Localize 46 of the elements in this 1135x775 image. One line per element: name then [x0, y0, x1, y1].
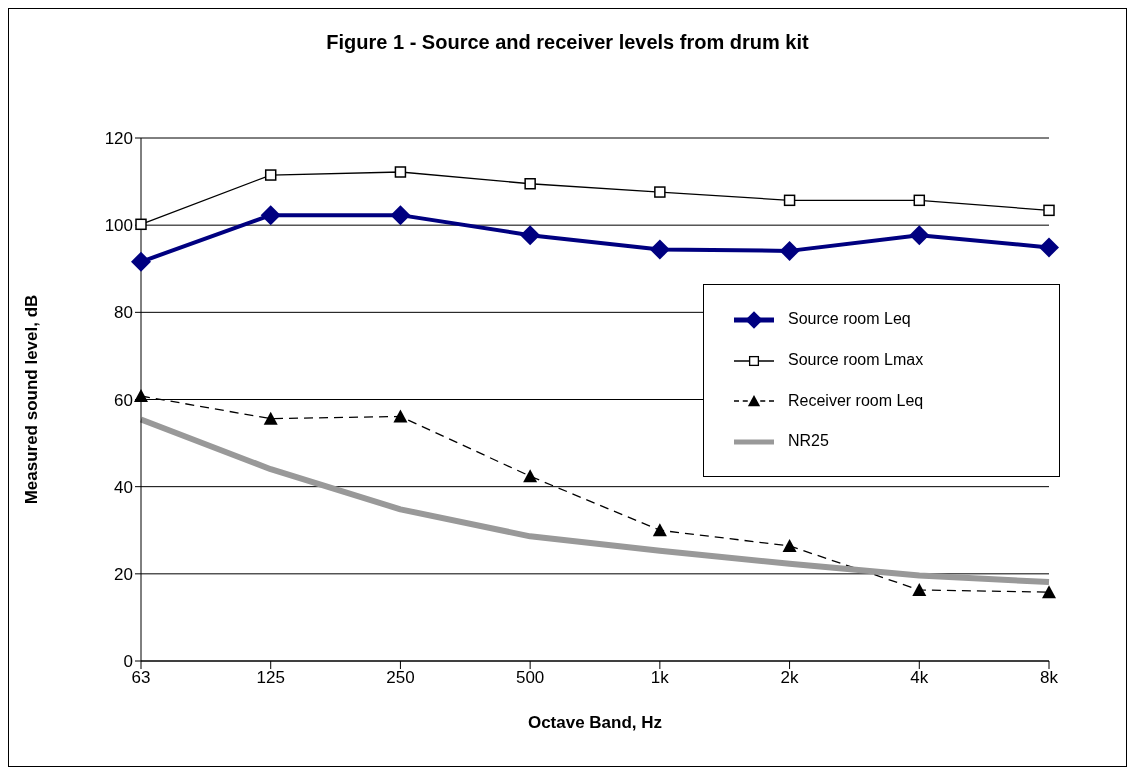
x-tick-label: 2k	[780, 668, 800, 688]
point	[263, 411, 278, 425]
point	[131, 251, 151, 272]
point	[782, 538, 797, 552]
x-tick-label: 500	[515, 668, 545, 688]
point	[649, 239, 670, 260]
point	[520, 225, 541, 246]
y-axis-title: Measured sound level, dB	[22, 294, 42, 505]
point	[135, 218, 147, 231]
x-tick-label: 63	[131, 668, 151, 688]
point	[652, 523, 667, 537]
point	[909, 225, 930, 246]
point	[390, 205, 411, 226]
x-tick-label: 8k	[1040, 668, 1059, 688]
point	[523, 469, 538, 483]
y-tick-label: 120	[104, 129, 133, 149]
point	[779, 240, 800, 261]
y-tick-label: 80	[114, 303, 133, 323]
point	[654, 186, 666, 198]
x-tick-label: 4k	[910, 668, 929, 688]
point	[912, 582, 927, 596]
point	[1042, 585, 1056, 599]
point	[783, 194, 796, 207]
y-tick-label: 0	[123, 652, 133, 672]
point	[264, 169, 277, 181]
legend-label: NR25	[788, 432, 829, 450]
point	[1039, 237, 1059, 258]
point	[393, 409, 408, 423]
x-tick-label: 250	[386, 668, 415, 688]
chart-title: Figure 1 - Source and receiver levels from drum kit	[325, 31, 810, 54]
point	[913, 194, 926, 207]
point	[394, 166, 407, 178]
y-tick-label: 20	[114, 564, 133, 584]
point	[260, 205, 281, 226]
y-tick-label: 100	[104, 216, 133, 236]
y-tick-label: 40	[114, 477, 133, 497]
y-tick-label: 60	[114, 390, 133, 410]
point	[1043, 204, 1055, 217]
x-tick-label: 125	[256, 668, 285, 688]
point	[524, 178, 536, 190]
legend-label: Source room Lmax	[788, 350, 924, 368]
x-axis-title: Octave Band, Hz	[527, 713, 663, 732]
legend-label: Receiver room Leq	[788, 391, 924, 409]
legend-label: Source room Leq	[788, 310, 911, 327]
x-tick-label: 1k	[650, 668, 670, 688]
point	[134, 389, 148, 403]
